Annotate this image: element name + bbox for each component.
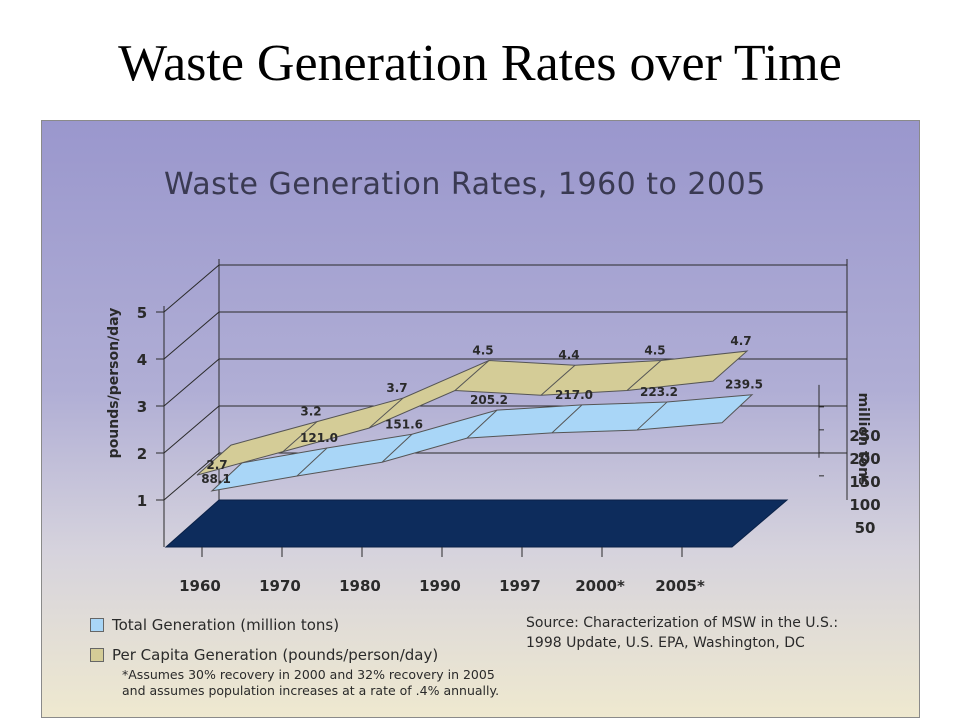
- legend-label-per-capita: Per Capita Generation (pounds/person/day…: [112, 646, 439, 664]
- per-capita-data-label: 4.7: [730, 334, 751, 348]
- x-tick-label: 1997: [499, 577, 541, 595]
- x-tick-label: 1980: [339, 577, 381, 595]
- footnote-line-1: *Assumes 30% recovery in 2000 and 32% re…: [122, 667, 495, 682]
- floor: [164, 499, 789, 548]
- left-tick-label: 2: [137, 445, 147, 463]
- gridline-side: [163, 358, 220, 407]
- per-capita-ribbon-segment: [282, 421, 318, 452]
- per-capita-data-label: 2.7: [206, 458, 227, 472]
- right-tick-label: 250: [849, 427, 880, 445]
- total-generation-ribbon-segment: [551, 404, 583, 434]
- total-generation-data-label: 223.2: [640, 385, 678, 399]
- gridline-side: [163, 405, 220, 454]
- x-tick-label: 1970: [259, 577, 301, 595]
- x-tick-label: 2000*: [575, 577, 625, 595]
- total-generation-ribbon-segment: [296, 447, 328, 477]
- total-generation-data-label: 239.5: [725, 378, 763, 392]
- x-tick-label: 1990: [419, 577, 461, 595]
- left-tick-label: 1: [137, 492, 147, 510]
- left-tick-label: 3: [137, 398, 147, 416]
- per-capita-data-label: 4.5: [644, 344, 665, 358]
- legend-swatch-per-capita: [90, 648, 104, 662]
- gridline-side: [163, 264, 220, 313]
- per-capita-ribbon-segment: [626, 360, 662, 391]
- right-axis-title: million tons: [855, 393, 871, 486]
- x-tick-label: 1960: [179, 577, 221, 595]
- total-generation-ribbon: [210, 394, 754, 492]
- per-capita-ribbon: [196, 350, 749, 476]
- total-generation-ribbon-segment: [381, 433, 413, 463]
- total-generation-data-label: 217.0: [555, 388, 593, 402]
- per-capita-data-label: 3.7: [386, 381, 407, 395]
- left-tick-label: 5: [137, 304, 147, 322]
- legend-item-total: Total Generation (million tons): [90, 615, 339, 635]
- per-capita-ribbon-segment: [368, 397, 404, 429]
- legend-label-total: Total Generation (million tons): [112, 616, 340, 634]
- legend-swatch-total: [90, 618, 104, 632]
- source-note: Source: Characterization of MSW in the U…: [526, 613, 906, 653]
- slide-title: Waste Generation Rates over Time: [118, 35, 842, 92]
- left-axis-title: pounds/person/day: [106, 308, 122, 459]
- right-tick-label: 150: [849, 473, 880, 491]
- right-tick-label: 100: [849, 496, 880, 514]
- source-line-1: Source: Characterization of MSW in the U…: [526, 615, 839, 631]
- source-line-2: 1998 Update, U.S. EPA, Washington, DC: [526, 635, 805, 651]
- per-capita-ribbon-segment: [540, 364, 576, 396]
- per-capita-ribbon-segment: [454, 360, 490, 391]
- per-capita-data-label: 4.5: [472, 344, 493, 358]
- total-generation-data-label: 121.0: [300, 431, 338, 445]
- x-tick-label: 2005*: [655, 577, 705, 595]
- right-tick-label: 200: [849, 450, 880, 468]
- total-generation-ribbon-segment: [636, 401, 668, 431]
- chart-canvas: 1 2 3 4 5 pounds/person/day 50 100 150 200 250mill…: [42, 121, 919, 717]
- total-generation-data-label: 88.1: [201, 472, 231, 486]
- per-capita-data-label: 3.2: [300, 405, 321, 419]
- chart-frame: 1 2 3 4 5 pounds/person/day 50 100 150 200 250 mill…: [41, 120, 920, 718]
- gridline-side: [163, 452, 220, 501]
- per-capita-data-label: 4.4: [558, 348, 579, 362]
- chart-title: Waste Generation Rates, 1960 to 2005: [164, 167, 766, 202]
- gridline-side: [163, 311, 220, 360]
- right-tick-label: 50: [855, 519, 876, 537]
- footnote-line-2: and assumes population increases at a ra…: [122, 683, 500, 698]
- total-generation-data-label: 205.2: [470, 393, 508, 407]
- total-generation-ribbon-segment: [466, 409, 498, 439]
- left-tick-label: 4: [137, 351, 147, 369]
- footnote: *Assumes 30% recovery in 2000 and 32% re…: [122, 667, 642, 699]
- legend-item-per-capita: Per Capita Generation (pounds/person/day…: [90, 645, 438, 665]
- total-generation-data-label: 151.6: [385, 417, 423, 431]
